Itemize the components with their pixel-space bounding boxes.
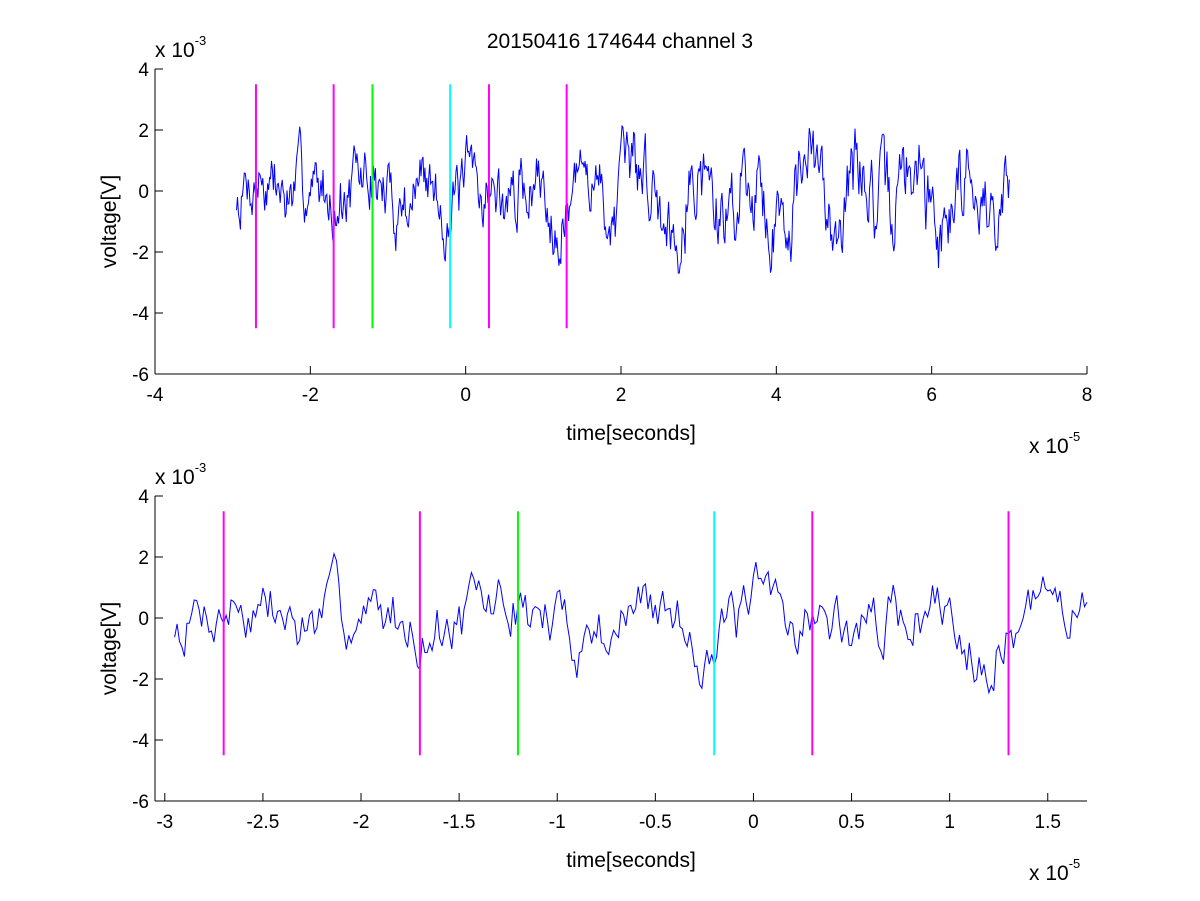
- top-panel: -4 -2 0 2 4 6 8-6-4-2024time[seconds]voltage[V…: [98, 33, 1092, 458]
- y-multiplier-label: x 10-3: [155, 460, 206, 489]
- y-tick-label: 2: [138, 121, 149, 142]
- y-tick-label: -4: [132, 304, 149, 325]
- y-multiplier-exp: -3: [195, 460, 207, 475]
- x-tick-label: 0: [748, 812, 759, 833]
- x-axis-label: time[seconds]: [566, 422, 696, 445]
- x-multiplier-exp: -5: [1069, 856, 1081, 871]
- y-multiplier-base: x 10: [155, 39, 195, 62]
- x-multiplier-base: x 10: [1029, 435, 1069, 458]
- y-tick-label: 0: [138, 182, 149, 203]
- x-tick-label: -2: [302, 385, 319, 406]
- y-tick-label: -2: [132, 243, 149, 264]
- y-tick-label: -2: [132, 670, 149, 691]
- y-tick-label: 0: [138, 609, 149, 630]
- x-tick-label: -4: [147, 385, 164, 406]
- y-tick-label: 4: [138, 487, 149, 508]
- y-tick-label: -6: [132, 792, 149, 813]
- x-tick-label: 2: [616, 385, 627, 406]
- figure-title: 20150416 174644 channel 3: [487, 30, 753, 53]
- y-axis-label: voltage[V]: [98, 602, 121, 695]
- x-tick-label: -0.5: [639, 812, 672, 833]
- x-tick-label: 1: [944, 812, 955, 833]
- x-axis-label: time[seconds]: [566, 849, 696, 872]
- x-multiplier-label: x 10-5: [1029, 856, 1080, 885]
- x-tick-label: 0: [460, 385, 471, 406]
- x-tick-label: 4: [771, 385, 782, 406]
- x-multiplier-label: x 10-5: [1029, 429, 1080, 458]
- y-axis-label: voltage[V]: [98, 175, 121, 268]
- x-tick-label: 8: [1082, 385, 1093, 406]
- x-multiplier-exp: -5: [1069, 429, 1081, 444]
- x-tick-label: -3: [156, 812, 173, 833]
- bottom-panel: -3 -2.5 -2 -1.5 -1 -0.5 0 0.5 1 1.5 -6 -4 -2 0 2 4 time[…: [98, 460, 1088, 885]
- x-tick-label: -2.5: [247, 812, 280, 833]
- x-tick-label: -1.5: [443, 812, 476, 833]
- y-multiplier-exp: -3: [195, 33, 207, 48]
- y-tick-label: -4: [132, 731, 149, 752]
- x-tick-label: -2: [353, 812, 370, 833]
- x-tick-label: 1.5: [1035, 812, 1061, 833]
- y-tick-label: 2: [138, 548, 149, 569]
- signal-trace: [236, 124, 1010, 274]
- x-tick-label: 6: [926, 385, 937, 406]
- y-tick-label: -6: [132, 365, 149, 386]
- y-multiplier-base: x 10: [155, 466, 195, 489]
- x-multiplier-base: x 10: [1029, 862, 1069, 885]
- y-multiplier-label: x 10-3: [155, 33, 206, 62]
- signal-trace: [174, 551, 1088, 695]
- x-tick-label: 0.5: [838, 812, 864, 833]
- y-tick-label: 4: [138, 60, 149, 81]
- x-tick-label: -1: [549, 812, 566, 833]
